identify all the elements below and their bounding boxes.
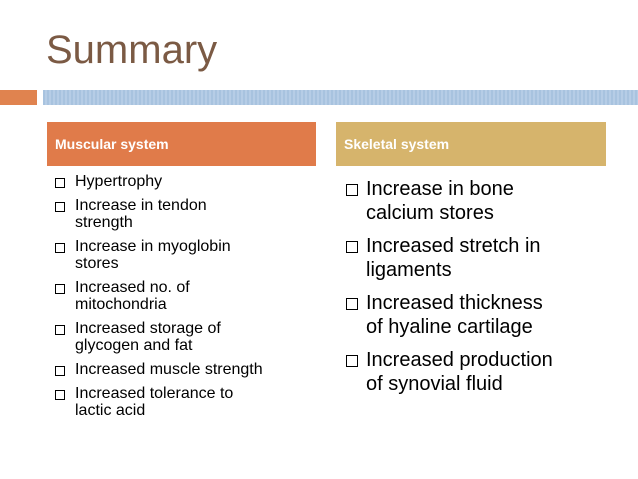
bullet-text: ligaments bbox=[366, 259, 452, 281]
bullet-item: Hypertrophy bbox=[53, 173, 263, 190]
bullet-item: Increase in bone calcium stores bbox=[344, 177, 553, 225]
checkbox-bullet bbox=[346, 241, 358, 253]
bullet-text: calcium stores bbox=[366, 202, 494, 224]
bullet-text: Increased thickness bbox=[366, 292, 543, 314]
bullet-text: Increased no. of bbox=[75, 279, 190, 296]
bullet-text: Increase in myoglobin bbox=[75, 238, 231, 255]
bullet-text: of synovial fluid bbox=[366, 373, 503, 395]
checkbox-bullet bbox=[55, 284, 65, 294]
bullet-item: Increased no. of mitochondria bbox=[53, 279, 263, 313]
checkbox-bullet bbox=[55, 178, 65, 188]
column-heading: Muscular system bbox=[47, 122, 316, 166]
bullet-text: Increased stretch in bbox=[366, 235, 541, 257]
bullet-list: Hypertrophy Increase in tendon strength Inc… bbox=[53, 173, 263, 426]
bullet-text: strength bbox=[75, 214, 133, 231]
bullet-text: stores bbox=[75, 255, 119, 272]
bullet-text: mitochondria bbox=[75, 296, 167, 313]
accent-bar bbox=[0, 90, 37, 105]
bullet-text: Increase in tendon bbox=[75, 197, 207, 214]
checkbox-bullet bbox=[55, 325, 65, 335]
bullet-text: Increased tolerance to bbox=[75, 385, 234, 402]
bullet-item: Increased stretch in ligaments bbox=[344, 234, 553, 282]
bullet-item: Increase in myoglobin stores bbox=[53, 238, 263, 272]
bullet-text: lactic acid bbox=[75, 402, 146, 419]
bullet-item: Increase in tendon strength bbox=[53, 197, 263, 231]
column-heading: Skeletal system bbox=[336, 122, 606, 166]
bullet-list: Increase in bone calcium stores Increased … bbox=[344, 177, 553, 405]
bullet-text: Increase in bone bbox=[366, 178, 514, 200]
bullet-text: Increased production bbox=[366, 349, 553, 371]
checkbox-bullet bbox=[55, 366, 65, 376]
bullet-text: of hyaline cartilage bbox=[366, 316, 533, 338]
checkbox-bullet bbox=[55, 202, 65, 212]
bullet-text: Increased storage of bbox=[75, 320, 221, 337]
checkbox-bullet bbox=[346, 355, 358, 367]
slide-title: Summary bbox=[46, 28, 218, 72]
bullet-item: Increased muscle strength bbox=[53, 361, 263, 378]
bullet-item: Increased tolerance to lactic acid bbox=[53, 385, 263, 419]
checkbox-bullet bbox=[55, 243, 65, 253]
bullet-text: Increased muscle strength bbox=[75, 361, 263, 378]
bullet-item: Increased storage of glycogen and fat bbox=[53, 320, 263, 354]
checkbox-bullet bbox=[346, 298, 358, 310]
bullet-item: Increased production of synovial fluid bbox=[344, 348, 553, 396]
bullet-text: glycogen and fat bbox=[75, 337, 193, 354]
bullet-item: Increased thickness of hyaline cartilage bbox=[344, 291, 553, 339]
checkbox-bullet bbox=[55, 390, 65, 400]
accent-bar bbox=[43, 90, 638, 105]
checkbox-bullet bbox=[346, 184, 358, 196]
bullet-text: Hypertrophy bbox=[75, 173, 163, 190]
